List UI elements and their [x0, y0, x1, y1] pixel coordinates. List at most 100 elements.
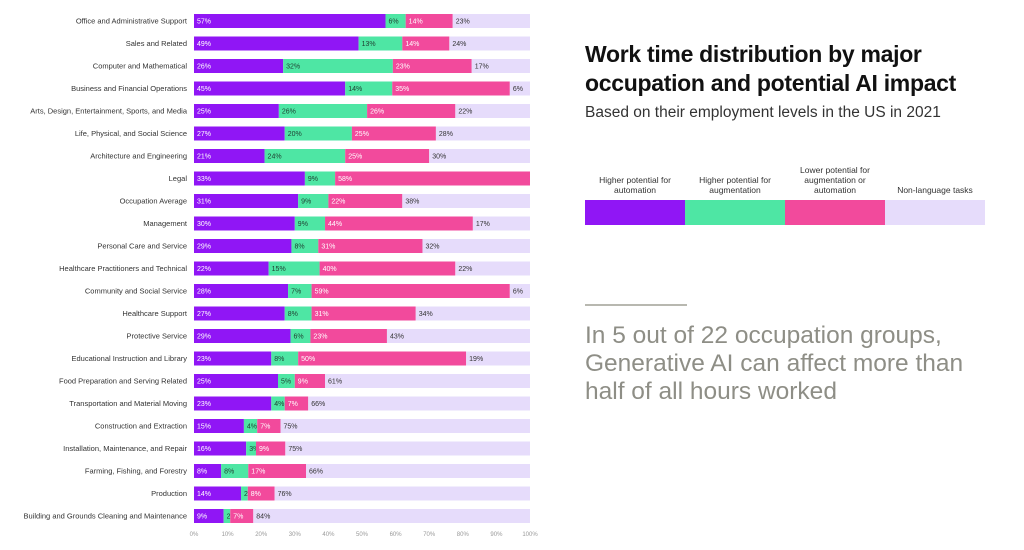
data-label: 9%	[301, 199, 311, 206]
bar-segment	[328, 194, 403, 208]
data-label: 26%	[282, 109, 296, 116]
bar-segment	[221, 464, 249, 478]
data-label: 22%	[331, 199, 345, 206]
data-label: 27%	[197, 131, 211, 138]
bar-segment	[455, 261, 530, 276]
category-label: Educational Instruction and Library	[72, 354, 188, 363]
bar-segment	[194, 509, 224, 523]
callout-text: In 5 out of 22 occupation groups, Genera…	[585, 322, 964, 405]
data-label: 28%	[439, 131, 453, 138]
category-label: Arts, Design, Entertainment, Sports, and…	[30, 107, 188, 116]
legend-label-lower-potential: Lower potential for augmentation or auto…	[800, 165, 870, 195]
data-label: 13%	[362, 41, 376, 48]
bar-segment	[466, 351, 530, 366]
divider	[585, 304, 687, 306]
data-label: 6%	[513, 86, 523, 93]
bar-segment	[284, 306, 312, 321]
bar-segment	[194, 284, 289, 298]
x-tick-label: 60%	[390, 532, 403, 538]
data-label: 23%	[197, 401, 211, 408]
data-label: 28%	[197, 289, 211, 296]
bar-segment	[294, 216, 326, 231]
data-label: 31%	[197, 199, 211, 206]
data-label: 84%	[256, 514, 270, 521]
bar-segment	[319, 261, 456, 276]
bar-segment	[308, 396, 530, 411]
bar-segment	[278, 104, 368, 118]
data-label: 40%	[323, 266, 337, 273]
bar-segment	[230, 509, 254, 523]
bar-segment	[386, 329, 530, 343]
data-label: 30%	[432, 154, 446, 161]
data-label: 7%	[291, 289, 301, 296]
category-label: Occupation Average	[120, 197, 187, 206]
data-label: 61%	[328, 379, 342, 386]
bar-segment	[405, 14, 453, 28]
data-label: 6%	[389, 19, 399, 26]
bar-segment	[284, 126, 352, 141]
data-label: 23%	[396, 64, 410, 71]
bar-segment	[241, 486, 248, 501]
bar-segment	[306, 464, 530, 478]
bar-segment	[194, 261, 269, 276]
data-label: 25%	[197, 109, 211, 116]
bar-segment	[194, 14, 386, 28]
data-label: 6%	[513, 289, 523, 296]
chart-svg: Office and Administrative Support 57% 6% 14…	[24, 14, 538, 538]
bar-segment	[367, 104, 456, 118]
data-label: 66%	[309, 469, 323, 476]
bar-segment	[194, 374, 278, 388]
legend-item-automation: Higher potential for automation	[585, 163, 685, 225]
category-label: Food Preparation and Serving Related	[59, 377, 187, 386]
legend-swatch-automation	[585, 200, 685, 225]
bar-segment	[278, 374, 295, 388]
legend-swatch-augmentation	[685, 200, 785, 225]
bar-segment	[271, 396, 285, 411]
data-label: 75%	[283, 424, 297, 431]
data-label: 29%	[197, 244, 211, 251]
bar-segment	[318, 239, 423, 253]
bar-segment	[248, 464, 306, 478]
data-label: 38%	[405, 199, 419, 206]
data-label: 26%	[197, 64, 211, 71]
bar-segment	[351, 126, 436, 141]
category-label: Life, Physical, and Social Science	[75, 129, 187, 138]
bar-segment	[194, 81, 346, 96]
x-tick-label: 80%	[457, 532, 470, 538]
category-label: Healthcare Support	[122, 309, 188, 318]
data-label: 66%	[311, 401, 325, 408]
data-label: 19%	[469, 356, 483, 363]
data-label: 32%	[286, 64, 300, 71]
chart-title: Work time distribution by major occupati…	[585, 41, 957, 96]
bar-segment	[194, 149, 265, 163]
bar-segment	[472, 216, 530, 231]
bar-segment	[304, 171, 336, 186]
bar-segment	[257, 419, 281, 433]
data-label: 25%	[348, 154, 362, 161]
bar-segment	[246, 441, 256, 456]
data-label: 26%	[370, 109, 384, 116]
data-label: 57%	[197, 19, 211, 26]
data-label: 43%	[390, 334, 404, 341]
bar-segment	[194, 329, 291, 343]
legend-item-augmentation: Higher potential for augmentation	[685, 163, 785, 225]
data-label: 23%	[313, 334, 327, 341]
bar-segment	[509, 284, 530, 298]
data-label: 49%	[197, 41, 211, 48]
data-label: 22%	[197, 266, 211, 273]
category-label: Personal Care and Service	[97, 242, 187, 251]
bar-segment	[435, 126, 530, 141]
data-label: 21%	[197, 154, 211, 161]
data-label: 76%	[278, 491, 292, 498]
bar-segment	[335, 171, 530, 186]
data-label: 24%	[452, 41, 466, 48]
legend: Higher potential for automation Higher p…	[585, 163, 985, 225]
bar-segment	[311, 306, 416, 321]
bar-segment	[311, 284, 510, 298]
bar-segment	[290, 329, 311, 343]
data-label: 7%	[233, 514, 243, 521]
data-label: 9%	[298, 379, 308, 386]
bar-segment	[402, 194, 530, 208]
bar-segment	[194, 171, 305, 186]
bar-segment	[402, 36, 450, 51]
